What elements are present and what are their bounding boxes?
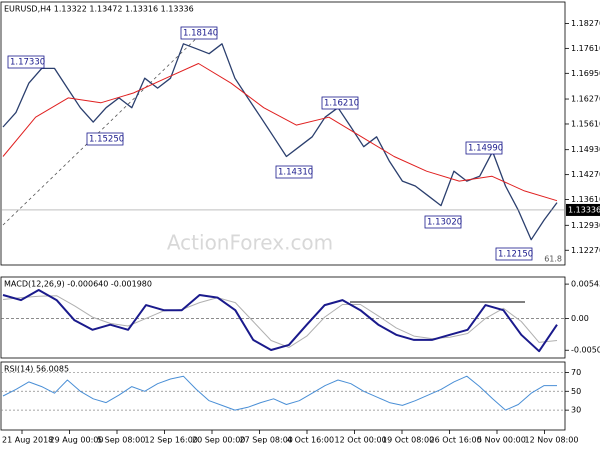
y-tick-label: 0.00 xyxy=(571,314,589,323)
annotation-box xyxy=(180,26,218,40)
x-tick-label: 12 Nov 08:00 xyxy=(525,436,579,445)
signal-line xyxy=(2,295,558,348)
watermark: ActionForex.com xyxy=(167,231,333,255)
x-tick-label: 26 Oct 16:00 xyxy=(430,436,482,445)
annotation-box xyxy=(321,96,359,110)
chart-title: EURUSD,H4 1.13322 1.13472 1.13316 1.1333… xyxy=(4,5,194,14)
annotation-box xyxy=(275,165,313,179)
x-tick-label: 12 Oct 00:00 xyxy=(335,436,387,445)
macd-panel xyxy=(0,276,566,359)
y-tick-label: 50 xyxy=(571,387,581,396)
y-tick-label: 1.14930 xyxy=(571,145,600,154)
annotation-label: 1.18140 xyxy=(183,29,218,39)
x-tick-label: 20 Sep 00:00 xyxy=(192,436,245,445)
y-tick-label: 1.18270 xyxy=(571,19,600,28)
annotation-box xyxy=(7,55,45,69)
annotation-label: 1.13020 xyxy=(427,218,462,228)
macd-line xyxy=(2,289,558,353)
annotation-label: 1.14310 xyxy=(278,168,313,178)
annotation-label: 1.14990 xyxy=(468,144,503,154)
y-tick-label: -0.005046 xyxy=(571,346,600,355)
rsi-line xyxy=(2,375,557,411)
y-tick-label: 30 xyxy=(571,406,581,415)
annotation-box xyxy=(86,132,124,146)
x-tick-label: 27 Sep 08:00 xyxy=(240,436,293,445)
current-price-label: 1.13336 xyxy=(568,205,600,214)
x-tick-label: 4 Oct 16:00 xyxy=(287,436,334,445)
y-tick-label: 1.14270 xyxy=(571,170,600,179)
annotation-box xyxy=(424,215,462,229)
current-price-box xyxy=(566,203,600,216)
macd-title: MACD(12,26,9) -0.000640 -0.001980 xyxy=(4,280,152,289)
y-tick-label: 1.16270 xyxy=(571,95,600,104)
price-line xyxy=(2,43,558,241)
y-tick-label: 0.005434 xyxy=(571,280,600,289)
x-tick-label: 12 Sep 16:00 xyxy=(145,436,198,445)
x-tick-label: 5 Sep 08:00 xyxy=(97,436,145,445)
x-tick-label: 29 Aug 00:00 xyxy=(50,436,104,445)
trend-line xyxy=(2,29,206,226)
x-tick-label: 19 Oct 08:00 xyxy=(382,436,434,445)
main-panel xyxy=(0,1,566,266)
annotation-box xyxy=(465,141,503,155)
annotation-label: 1.17330 xyxy=(10,58,45,68)
y-tick-label: 1.13610 xyxy=(571,195,600,204)
annotation-label: 1.15250 xyxy=(89,135,124,145)
moving-average xyxy=(2,63,558,202)
y-tick-label: 70 xyxy=(571,368,581,377)
annotation-label: 1.16210 xyxy=(324,99,359,109)
rsi-panel xyxy=(0,361,566,431)
y-tick-label: 1.12930 xyxy=(571,221,600,230)
y-tick-label: 1.15610 xyxy=(571,119,600,128)
y-tick-label: 1.16950 xyxy=(571,69,600,78)
annotation-box xyxy=(495,247,533,261)
rsi-title: RSI(14) 56.0085 xyxy=(4,365,69,374)
x-tick-label: 21 Aug 2018 xyxy=(2,436,53,445)
annotation-label: 1.12150 xyxy=(498,250,533,260)
fib-label: 61.8 xyxy=(544,255,562,264)
x-tick-label: 5 Nov 00:00 xyxy=(477,436,526,445)
y-tick-label: 1.17610 xyxy=(571,44,600,53)
